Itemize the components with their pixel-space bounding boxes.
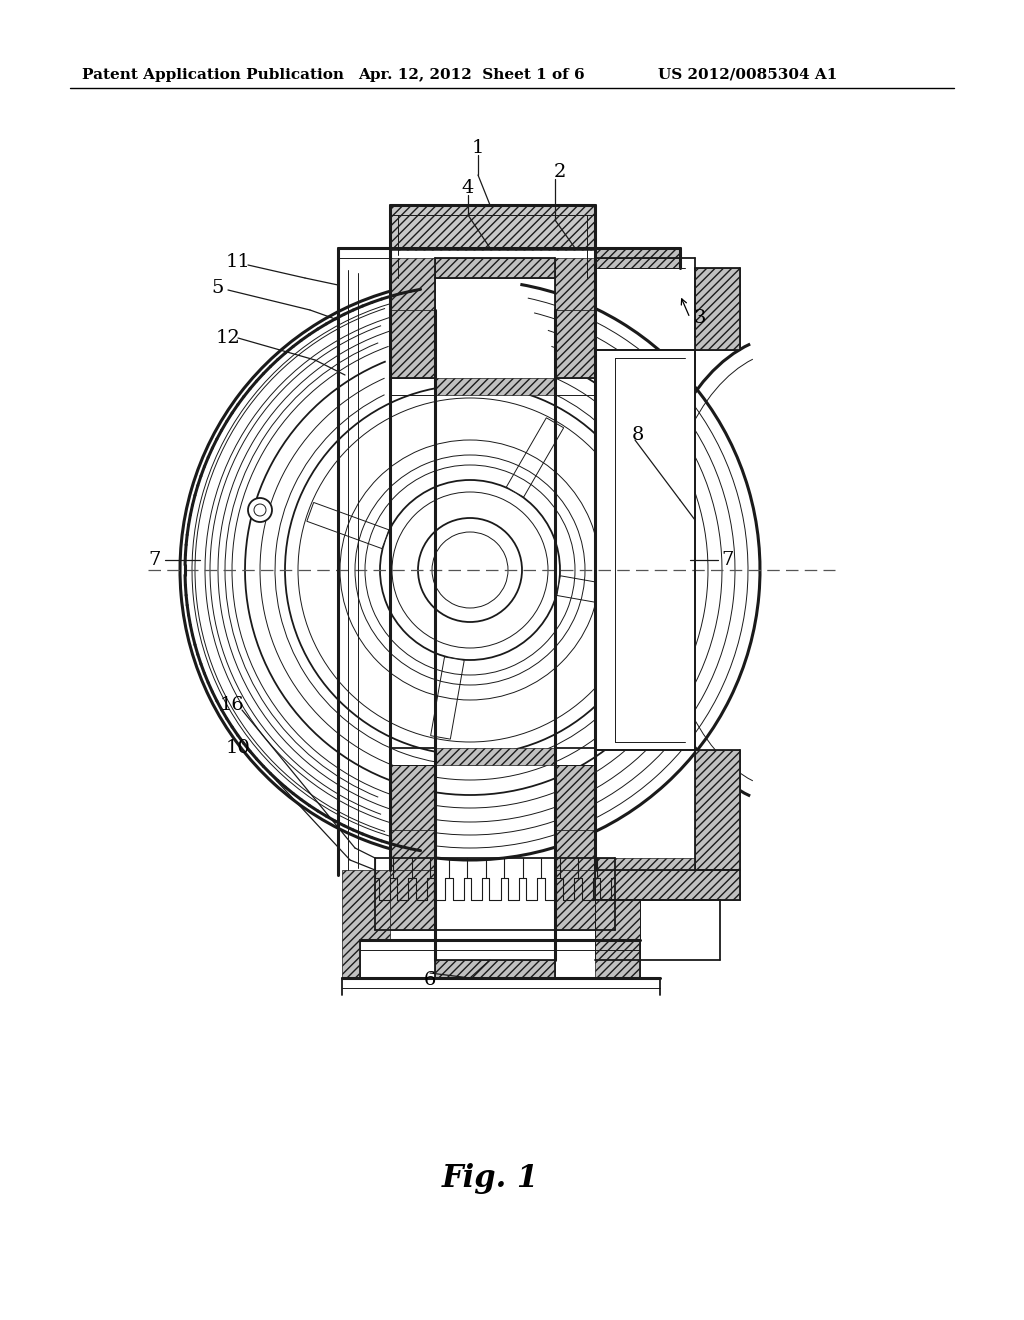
Polygon shape xyxy=(555,830,595,870)
Polygon shape xyxy=(390,205,595,249)
Text: Apr. 12, 2012  Sheet 1 of 6: Apr. 12, 2012 Sheet 1 of 6 xyxy=(358,69,585,82)
Polygon shape xyxy=(390,830,435,870)
Text: US 2012/0085304 A1: US 2012/0085304 A1 xyxy=(658,69,838,82)
Text: 12: 12 xyxy=(216,329,241,347)
Polygon shape xyxy=(390,870,435,931)
Text: 4: 4 xyxy=(462,180,474,197)
Circle shape xyxy=(254,504,266,516)
Polygon shape xyxy=(435,378,555,395)
Polygon shape xyxy=(506,417,563,498)
Polygon shape xyxy=(431,657,464,739)
Text: 7: 7 xyxy=(722,550,734,569)
Polygon shape xyxy=(595,870,740,900)
Text: 7: 7 xyxy=(148,550,161,569)
Polygon shape xyxy=(695,268,740,350)
Polygon shape xyxy=(390,257,435,310)
Polygon shape xyxy=(555,310,595,378)
Text: Patent Application Publication: Patent Application Publication xyxy=(82,69,344,82)
Polygon shape xyxy=(435,748,555,766)
Polygon shape xyxy=(557,576,639,610)
Polygon shape xyxy=(435,960,555,978)
Text: 8: 8 xyxy=(632,426,644,444)
Text: 16: 16 xyxy=(219,696,245,714)
Polygon shape xyxy=(595,350,695,750)
Polygon shape xyxy=(595,248,680,268)
Text: Fig. 1: Fig. 1 xyxy=(441,1163,539,1193)
Polygon shape xyxy=(555,766,595,830)
Polygon shape xyxy=(435,257,555,279)
Polygon shape xyxy=(390,766,435,830)
Text: 6: 6 xyxy=(424,972,436,989)
Polygon shape xyxy=(595,858,695,870)
Text: 5: 5 xyxy=(212,279,224,297)
Text: 1: 1 xyxy=(472,139,484,157)
Text: 10: 10 xyxy=(225,739,251,756)
Polygon shape xyxy=(390,310,435,378)
Polygon shape xyxy=(307,503,389,549)
Text: 2: 2 xyxy=(554,162,566,181)
Text: 11: 11 xyxy=(225,253,251,271)
Circle shape xyxy=(248,498,272,521)
Polygon shape xyxy=(595,870,640,978)
Polygon shape xyxy=(555,870,595,931)
Text: 3: 3 xyxy=(693,309,707,327)
Polygon shape xyxy=(342,870,390,978)
Polygon shape xyxy=(695,750,740,870)
Polygon shape xyxy=(555,257,595,310)
